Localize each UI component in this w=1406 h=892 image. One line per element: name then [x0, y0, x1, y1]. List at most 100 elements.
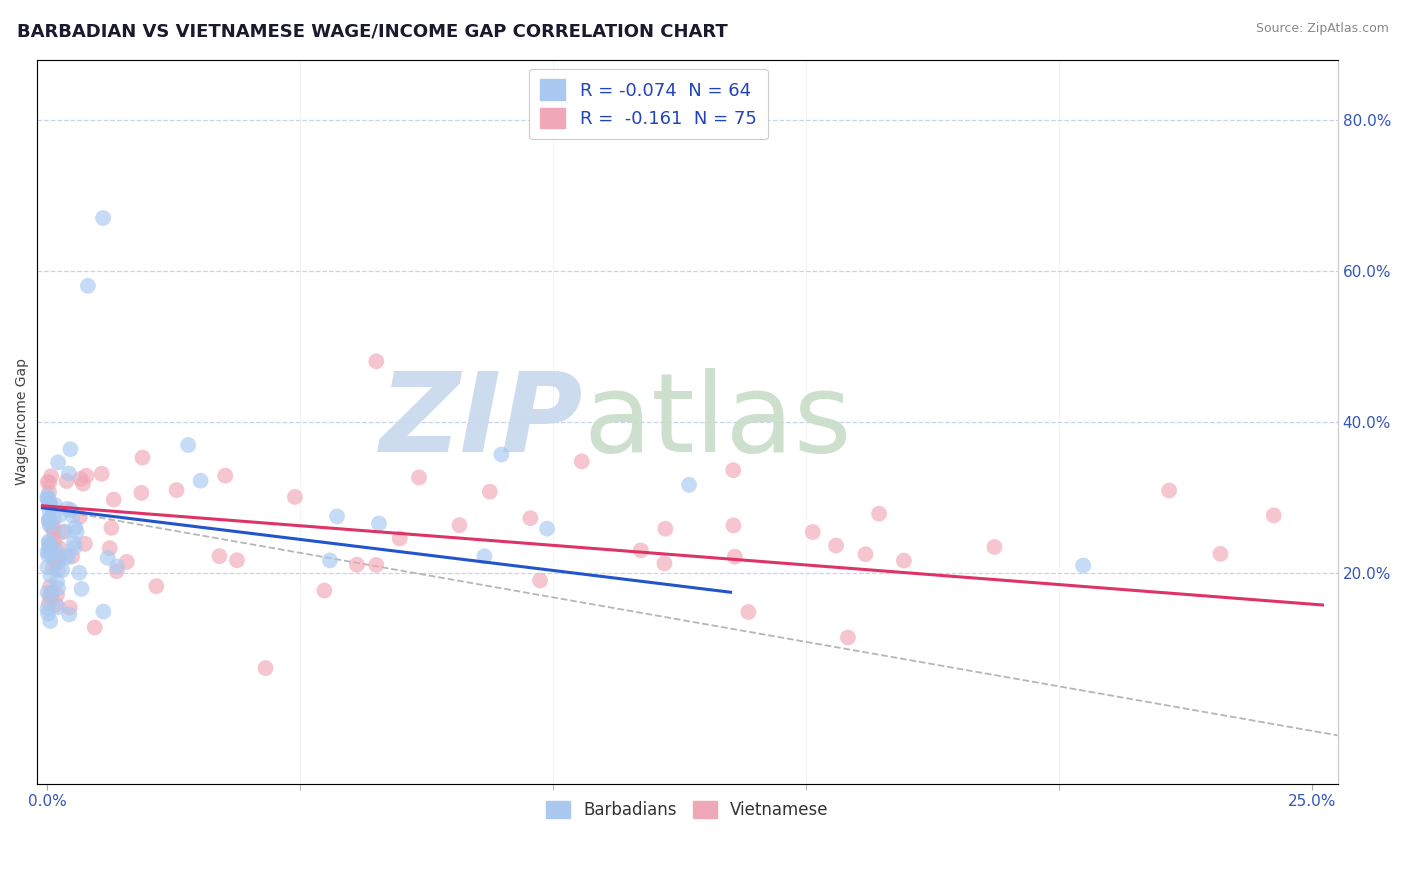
Point	[39, 589, 62, 603]
Point	[38, 541, 60, 556]
Point	[737, 605, 759, 619]
Point	[46, 600, 69, 615]
Point	[38, 475, 60, 490]
Point	[45, 544, 67, 558]
Point	[723, 518, 745, 533]
Point	[284, 490, 307, 504]
Point	[42, 525, 65, 540]
Point	[58, 467, 80, 481]
Point	[1159, 483, 1181, 498]
Point	[314, 583, 336, 598]
Point	[51, 563, 73, 577]
Point	[46, 552, 69, 566]
Point	[103, 492, 125, 507]
Point	[58, 607, 80, 622]
Point	[46, 574, 69, 589]
Point	[70, 582, 93, 596]
Point	[145, 579, 167, 593]
Point	[38, 596, 60, 610]
Point	[630, 543, 652, 558]
Text: ZIP: ZIP	[380, 368, 583, 475]
Point	[91, 211, 114, 225]
Point	[654, 557, 676, 571]
Point	[346, 558, 368, 572]
Point	[38, 539, 60, 553]
Point	[536, 522, 558, 536]
Point	[90, 467, 112, 481]
Point	[48, 541, 70, 555]
Point	[39, 499, 62, 513]
Point	[62, 536, 84, 550]
Point	[59, 503, 82, 517]
Point	[39, 589, 62, 603]
Point	[97, 550, 120, 565]
Point	[868, 507, 890, 521]
Point	[893, 553, 915, 567]
Point	[51, 525, 73, 540]
Point	[37, 585, 59, 599]
Point	[100, 521, 122, 535]
Point	[366, 558, 388, 572]
Point	[1263, 508, 1285, 523]
Point	[44, 533, 66, 548]
Point	[105, 564, 128, 578]
Point	[166, 483, 188, 497]
Point	[254, 661, 277, 675]
Point	[67, 566, 90, 580]
Point	[366, 354, 388, 368]
Point	[37, 489, 59, 503]
Point	[46, 549, 69, 563]
Point	[38, 502, 60, 516]
Point	[37, 607, 59, 621]
Point	[38, 518, 60, 533]
Point	[654, 522, 676, 536]
Point	[368, 516, 391, 531]
Point	[48, 508, 70, 523]
Point	[37, 601, 59, 615]
Point	[449, 518, 471, 533]
Point	[91, 605, 114, 619]
Point	[519, 511, 541, 525]
Point	[53, 524, 76, 539]
Point	[42, 560, 65, 574]
Point	[1071, 558, 1094, 573]
Point	[1209, 547, 1232, 561]
Point	[75, 468, 97, 483]
Point	[983, 540, 1005, 554]
Point	[177, 438, 200, 452]
Point	[46, 555, 69, 569]
Point	[98, 541, 121, 556]
Point	[39, 568, 62, 582]
Point	[38, 497, 60, 511]
Point	[37, 548, 59, 562]
Point	[529, 574, 551, 588]
Point	[62, 508, 84, 523]
Point	[131, 486, 153, 500]
Point	[190, 474, 212, 488]
Point	[571, 454, 593, 468]
Text: BARBADIAN VS VIETNAMESE WAGE/INCOME GAP CORRELATION CHART: BARBADIAN VS VIETNAMESE WAGE/INCOME GAP …	[17, 22, 728, 40]
Point	[69, 472, 91, 486]
Point	[723, 463, 745, 477]
Point	[65, 524, 87, 539]
Point	[678, 478, 700, 492]
Point	[37, 491, 59, 506]
Point	[56, 550, 79, 565]
Point	[59, 600, 82, 615]
Point	[59, 442, 82, 457]
Point	[55, 474, 77, 488]
Point	[72, 476, 94, 491]
Point	[105, 559, 128, 574]
Point	[56, 501, 79, 516]
Point	[226, 553, 249, 567]
Point	[42, 510, 65, 524]
Point	[388, 532, 411, 546]
Point	[83, 620, 105, 634]
Point	[319, 553, 342, 567]
Point	[39, 469, 62, 483]
Point	[41, 520, 63, 534]
Point	[855, 547, 877, 561]
Point	[39, 580, 62, 594]
Point	[474, 549, 496, 564]
Point	[46, 455, 69, 469]
